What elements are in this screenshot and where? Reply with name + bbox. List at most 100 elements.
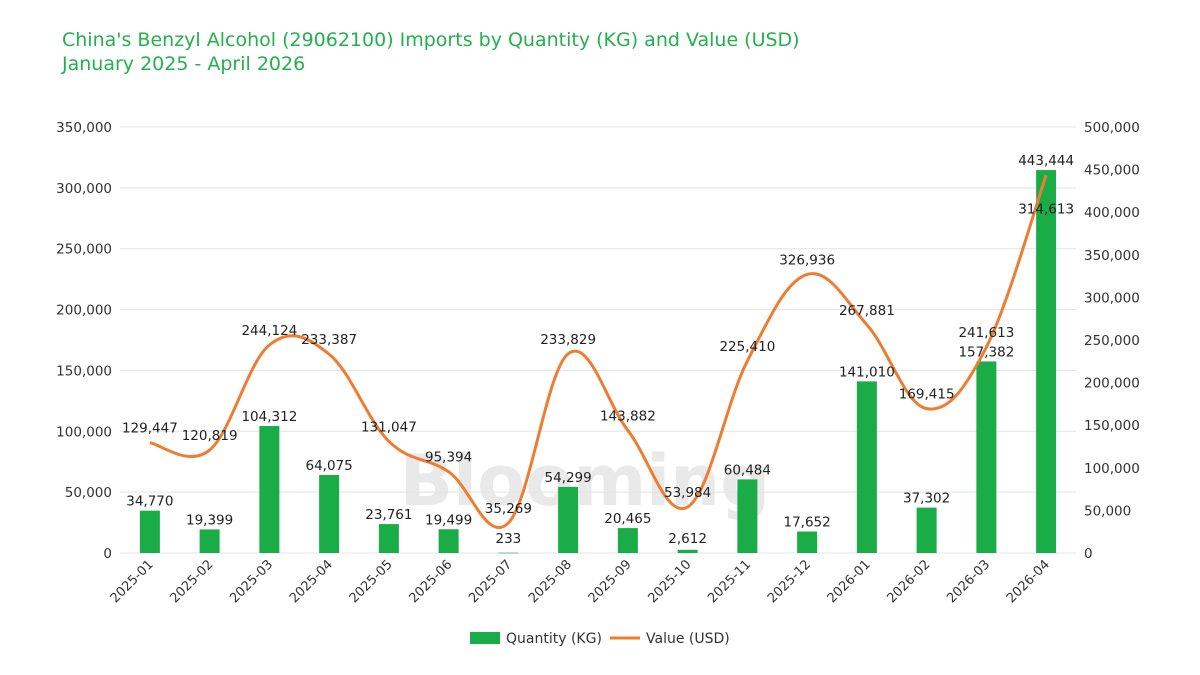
value-data-label: 233,829 [540,332,596,348]
x-axis-tick-label: 2025-06 [406,557,455,606]
value-data-label: 233,387 [301,332,357,348]
value-data-label: 35,269 [485,501,532,517]
right-axis-tick-label: 300,000 [1084,290,1140,306]
value-data-label: 244,124 [241,323,297,339]
quantity-data-label: 314,613 [1018,201,1074,217]
value-data-label: 225,410 [719,339,775,355]
left-axis-tick-label: 350,000 [56,120,112,136]
left-axis-ticks: 0 50,000 100,000 150,000 200,000 250,000 300,0… [56,120,112,562]
quantity-data-label: 2,612 [668,531,707,547]
quantity-data-labels: 34,770 19,399 104,312 64,075 23,761 19,499 233… [126,201,1074,547]
quantity-data-label: 23,761 [365,507,412,523]
quantity-data-label: 19,399 [186,512,233,528]
quantity-data-label: 20,465 [604,511,651,527]
left-axis-tick-label: 50,000 [65,485,112,501]
left-axis-tick-label: 100,000 [56,424,112,440]
value-data-label: 53,984 [664,485,711,501]
x-axis-tick-label: 2026-04 [1004,557,1053,606]
value-data-label: 326,936 [779,252,835,268]
value-data-label: 267,881 [839,303,895,319]
x-axis-tick-label: 2025-12 [765,557,814,606]
value-line [149,174,1048,529]
quantity-data-label: 104,312 [241,409,297,425]
x-axis-tick-label: 2026-01 [825,557,874,606]
legend: Quantity (KG) Value (USD) [470,631,730,647]
value-data-label: 95,394 [425,450,472,466]
right-axis-tick-label: 50,000 [1084,503,1131,519]
value-line-path [149,174,1048,529]
x-axis-tick-label: 2025-02 [167,557,216,606]
x-axis-tick-label: 2025-01 [108,557,157,606]
x-axis-tick-label: 2025-04 [287,557,336,606]
right-axis-tick-label: 0 [1084,546,1093,562]
legend-label-quantity: Quantity (KG) [506,631,602,647]
value-data-label: 443,444 [1018,153,1074,169]
quantity-bar [199,529,220,553]
right-axis-tick-label: 500,000 [1084,120,1140,136]
quantity-data-label: 54,299 [545,470,592,486]
quantity-bar [737,479,758,553]
quantity-bar [617,528,638,553]
quantity-bar [498,552,519,554]
legend-label-value: Value (USD) [646,631,730,647]
right-axis-tick-label: 200,000 [1084,376,1140,392]
value-data-label: 169,415 [899,387,955,403]
chart-title-block: China's Benzyl Alcohol (29062100) Import… [62,28,800,76]
quantity-data-label: 37,302 [903,491,950,507]
left-axis-tick-label: 150,000 [56,363,112,379]
chart-subtitle: January 2025 - April 2026 [62,53,306,75]
right-axis-tick-label: 400,000 [1084,205,1140,221]
x-axis-tick-label: 2026-03 [944,557,993,606]
quantity-data-label: 233 [495,531,521,547]
x-axis-tick-label: 2025-08 [526,557,575,606]
quantity-bar [677,549,698,553]
x-axis-tick-label: 2025-07 [466,557,515,606]
x-axis-labels: 2025-01 2025-02 2025-03 2025-04 2025-05 2025-… [108,557,1053,606]
quantity-bar [378,524,399,553]
quantity-bars [139,170,1057,554]
x-axis-tick-label: 2025-11 [705,557,754,606]
quantity-bar [558,486,579,553]
value-data-label: 120,819 [182,428,238,444]
right-axis-tick-label: 450,000 [1084,163,1140,179]
value-data-label: 131,047 [361,419,417,435]
left-axis-tick-label: 250,000 [56,242,112,258]
quantity-bar [916,507,937,553]
quantity-data-label: 34,770 [126,494,173,510]
x-axis-tick-label: 2026-02 [884,557,933,606]
quantity-bar [438,529,459,553]
quantity-bar [797,531,818,553]
quantity-data-label: 64,075 [306,458,353,474]
quantity-bar [856,381,877,553]
quantity-bar [1036,170,1057,553]
value-data-label: 129,447 [122,421,178,437]
value-data-label: 143,882 [600,408,656,424]
quantity-data-label: 157,382 [958,344,1014,360]
x-axis-tick-label: 2025-03 [227,557,276,606]
left-axis-tick-label: 200,000 [56,303,112,319]
right-axis-tick-label: 350,000 [1084,248,1140,264]
left-axis-tick-label: 300,000 [56,181,112,197]
watermark-text: Blooming [400,440,770,522]
quantity-data-label: 19,499 [425,512,472,528]
legend-swatch-quantity [470,632,500,644]
quantity-bar [976,361,997,553]
right-axis-ticks: 0 50,000 100,000 150,000 200,000 250,000 300,0… [1084,120,1140,562]
x-axis-tick-label: 2025-10 [645,557,694,606]
quantity-data-label: 141,010 [839,364,895,380]
quantity-bar [319,475,340,553]
right-axis-tick-label: 150,000 [1084,418,1140,434]
quantity-data-label: 60,484 [724,462,771,478]
left-axis-tick-label: 0 [103,546,112,562]
value-data-label: 241,613 [958,325,1014,341]
quantity-bar [259,426,280,553]
right-axis-tick-label: 100,000 [1084,461,1140,477]
quantity-data-label: 17,652 [784,515,831,531]
quantity-bar [139,510,160,553]
x-axis-tick-label: 2025-05 [347,557,396,606]
right-axis-tick-label: 250,000 [1084,333,1140,349]
x-axis-tick-label: 2025-09 [586,557,635,606]
chart-title: China's Benzyl Alcohol (29062100) Import… [62,29,800,51]
